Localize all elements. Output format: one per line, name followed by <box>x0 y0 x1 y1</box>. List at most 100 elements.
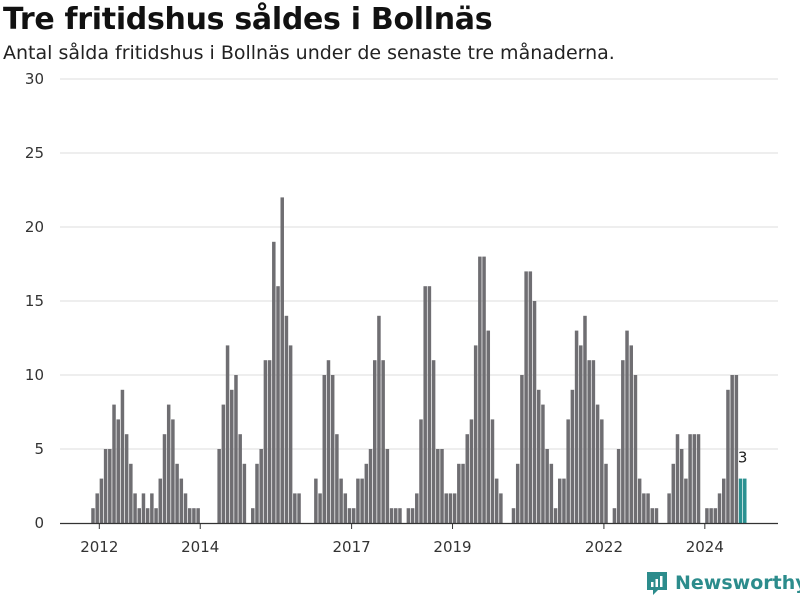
bar <box>293 493 297 523</box>
data-labels: 3 <box>738 449 748 467</box>
bar <box>150 493 154 523</box>
bar <box>326 360 331 523</box>
bar <box>688 434 692 523</box>
newsworthy-logo-text: Newsworthy <box>675 572 800 594</box>
x-tick-label: 2024 <box>686 538 724 556</box>
bar <box>722 478 726 523</box>
bar <box>545 449 549 523</box>
bar <box>381 360 385 523</box>
y-tick-label: 30 <box>25 70 44 88</box>
bars <box>91 197 747 524</box>
bar <box>251 508 255 523</box>
chart-title: Tre fritidshus såldes i Bollnäs <box>3 2 493 37</box>
y-tick-label: 20 <box>25 218 44 236</box>
newsworthy-logo-icon <box>647 572 667 595</box>
bar <box>524 271 528 523</box>
bar <box>95 493 99 523</box>
bar <box>726 389 730 523</box>
bar <box>154 508 158 523</box>
bar <box>116 419 120 523</box>
bar <box>696 434 701 523</box>
bar <box>528 271 533 523</box>
bar <box>129 463 133 523</box>
last-value-label: 3 <box>738 449 748 467</box>
bar <box>187 508 192 523</box>
bar <box>410 508 415 523</box>
bar <box>511 508 516 523</box>
bar <box>103 449 108 523</box>
bar <box>675 434 680 523</box>
bar <box>566 419 570 523</box>
bar <box>520 375 524 523</box>
bar <box>469 419 474 523</box>
bar <box>377 315 381 523</box>
x-tick-label: 2017 <box>333 538 371 556</box>
bar <box>347 508 352 523</box>
bar <box>709 508 713 523</box>
bar <box>465 434 469 523</box>
bar <box>389 508 394 523</box>
bar <box>162 434 167 523</box>
bar <box>457 463 461 523</box>
bar <box>255 463 259 523</box>
bar <box>91 508 95 523</box>
bar <box>372 360 377 523</box>
x-tick-label: 2012 <box>80 538 118 556</box>
bar <box>562 478 566 523</box>
bar <box>415 493 419 523</box>
bar <box>423 286 427 523</box>
bar <box>717 493 722 523</box>
y-tick-label: 5 <box>34 440 44 458</box>
bar <box>591 360 596 523</box>
bar <box>431 360 436 523</box>
bar <box>394 508 398 523</box>
bar <box>616 449 621 523</box>
bar <box>629 345 633 523</box>
bar <box>482 256 486 523</box>
bar <box>612 508 617 523</box>
bar <box>436 449 440 523</box>
bar <box>579 345 583 523</box>
bar-highlight <box>743 478 747 523</box>
bar <box>713 508 718 523</box>
bar <box>558 478 562 523</box>
bar <box>587 360 591 523</box>
bar <box>267 360 272 523</box>
y-tick-label: 10 <box>25 366 44 384</box>
bar <box>541 404 545 523</box>
bar <box>330 375 335 523</box>
bar <box>339 478 343 523</box>
bar <box>314 478 318 523</box>
bar <box>120 389 125 523</box>
bar <box>646 493 650 523</box>
bar <box>419 419 423 523</box>
bar <box>171 419 175 523</box>
bar <box>272 241 276 524</box>
bar <box>574 330 579 523</box>
bar <box>351 508 356 523</box>
x-axis: 2012 2014 2017 2019 2022 2024 <box>60 522 778 556</box>
bar <box>448 493 453 523</box>
bar <box>604 463 608 523</box>
bar <box>234 375 238 523</box>
bar <box>297 493 301 523</box>
bar <box>486 330 491 523</box>
bar <box>158 478 163 523</box>
bar <box>141 493 146 523</box>
gridlines <box>60 78 778 450</box>
bar <box>343 493 348 523</box>
bar <box>734 375 739 523</box>
bar <box>650 508 655 523</box>
bar <box>515 463 520 523</box>
bar <box>99 478 104 523</box>
bar <box>175 463 179 523</box>
bar <box>671 463 676 523</box>
bar <box>242 463 247 523</box>
bar <box>225 345 230 523</box>
bar-highlight <box>738 478 743 523</box>
bar <box>133 493 137 523</box>
bar <box>124 434 129 523</box>
bar <box>490 419 495 523</box>
newsworthy-logo[interactable]: Newsworthy <box>645 570 800 596</box>
